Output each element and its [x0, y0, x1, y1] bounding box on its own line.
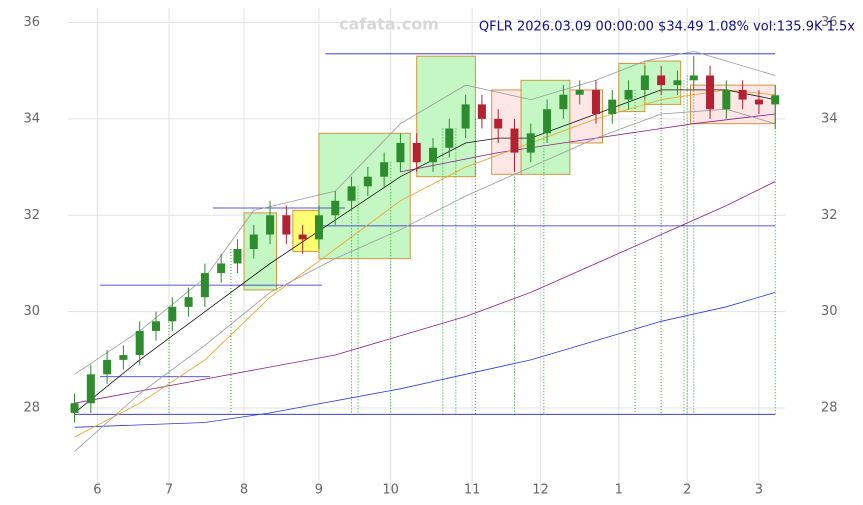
x-tick-label: 1 — [615, 483, 623, 498]
x-tick-label: 8 — [240, 483, 248, 498]
zone-box — [416, 55, 476, 178]
y-tick-label: 28 — [23, 401, 40, 416]
header: QFLR 2026.03.09 00:00:00 $34.49 1.08% vo… — [479, 20, 855, 35]
candle-body — [673, 80, 682, 86]
candle-body — [298, 234, 307, 240]
y-tick-label-right: 36 — [821, 15, 838, 30]
candle-body — [249, 234, 258, 249]
x-tick-label: 11 — [464, 483, 481, 498]
y-tick-label-right: 32 — [821, 208, 838, 223]
candle-body — [624, 89, 633, 100]
candle-body — [314, 215, 323, 240]
candle-body — [591, 89, 600, 115]
indicator-line — [74, 292, 776, 428]
x-tick-label: 9 — [315, 483, 323, 498]
candle-body — [754, 99, 763, 105]
y-tick-label-right: 34 — [821, 111, 838, 126]
candle-body — [706, 75, 715, 110]
x-tick-label: 6 — [93, 483, 101, 498]
candle-body — [363, 176, 372, 187]
candle-body — [217, 263, 226, 274]
candle-body — [151, 321, 160, 331]
candle-body — [347, 186, 356, 201]
candle-body — [738, 89, 747, 100]
candle-body — [494, 118, 503, 129]
candle-body — [135, 330, 144, 356]
candle-body — [608, 99, 617, 115]
candle-body — [575, 89, 584, 95]
x-tick-label: 7 — [165, 483, 173, 498]
candle-body — [429, 147, 438, 163]
y-tick-label: 36 — [23, 15, 40, 30]
candle-body — [657, 75, 666, 86]
zone-box — [292, 209, 320, 252]
candle-body — [103, 359, 112, 375]
y-tick-label-right: 30 — [821, 304, 838, 319]
x-tick-label: 12 — [532, 483, 549, 498]
candle-body — [477, 104, 486, 119]
candle-body — [266, 215, 275, 235]
candle-body — [640, 75, 649, 90]
x-tick-label: 3 — [755, 483, 763, 498]
candle-body — [380, 162, 389, 177]
x-tick-label: 2 — [683, 483, 691, 498]
candle-body — [526, 133, 535, 153]
candle-body — [543, 109, 552, 134]
candle-body — [559, 94, 568, 110]
candle-body — [689, 75, 698, 81]
y-tick-label: 30 — [23, 304, 40, 319]
y-tick-label: 34 — [23, 111, 40, 126]
y-tick-label-right: 28 — [821, 401, 838, 416]
candle-body — [70, 403, 79, 413]
indicator-line — [74, 50, 776, 375]
candle-body — [445, 128, 454, 148]
watermark: cafata.com — [339, 15, 439, 34]
candle-body — [282, 215, 291, 235]
indicator-line — [74, 89, 776, 438]
candle-body — [119, 355, 128, 360]
candle-body — [331, 200, 340, 216]
candle-body — [396, 142, 405, 163]
indicator-line — [74, 108, 776, 452]
candle-body — [86, 374, 95, 404]
x-tick-label: 10 — [382, 483, 399, 498]
candle-body — [510, 128, 519, 153]
y-tick-label: 32 — [23, 208, 40, 223]
candle-body — [200, 273, 209, 298]
candle-body — [722, 89, 731, 110]
candle-body — [461, 104, 470, 129]
candle-body — [771, 95, 780, 105]
candle-body — [233, 249, 242, 264]
candle-body — [412, 142, 421, 163]
candle-body — [168, 306, 177, 322]
candle-body — [184, 297, 193, 307]
indicator-line — [74, 181, 776, 404]
